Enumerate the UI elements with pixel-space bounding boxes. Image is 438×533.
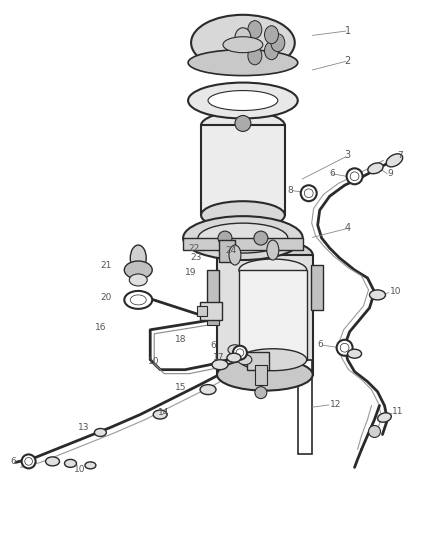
Ellipse shape	[233, 346, 247, 360]
Ellipse shape	[46, 457, 60, 466]
Ellipse shape	[21, 455, 35, 469]
Text: 3: 3	[345, 150, 351, 160]
Text: 18: 18	[175, 335, 187, 344]
Bar	[217, 255, 313, 375]
Ellipse shape	[267, 240, 279, 260]
Text: 11: 11	[392, 407, 404, 416]
Text: 2: 2	[345, 55, 351, 66]
Ellipse shape	[64, 459, 77, 467]
Ellipse shape	[265, 26, 279, 44]
Ellipse shape	[130, 245, 146, 271]
Ellipse shape	[25, 457, 32, 465]
Ellipse shape	[217, 239, 313, 271]
Ellipse shape	[218, 231, 232, 245]
Ellipse shape	[95, 429, 106, 437]
Bar	[298, 360, 312, 455]
Bar	[311, 265, 323, 310]
Ellipse shape	[153, 410, 167, 419]
Bar	[201, 125, 285, 215]
Ellipse shape	[350, 172, 359, 181]
Ellipse shape	[370, 290, 385, 300]
Text: 20: 20	[100, 293, 112, 302]
Ellipse shape	[201, 201, 285, 229]
Bar	[239, 270, 307, 360]
Ellipse shape	[191, 15, 295, 71]
Ellipse shape	[129, 274, 147, 286]
Ellipse shape	[217, 359, 313, 391]
Ellipse shape	[183, 216, 303, 260]
Text: 6: 6	[11, 457, 16, 466]
Ellipse shape	[188, 50, 298, 76]
Ellipse shape	[386, 154, 403, 167]
Text: 17: 17	[213, 353, 225, 362]
Text: 10: 10	[74, 465, 85, 474]
Bar	[255, 365, 267, 385]
Text: 10: 10	[389, 287, 401, 296]
Ellipse shape	[235, 116, 251, 132]
Text: 21: 21	[100, 261, 112, 270]
Ellipse shape	[248, 47, 262, 65]
Ellipse shape	[235, 28, 251, 47]
Ellipse shape	[228, 345, 242, 355]
Ellipse shape	[368, 163, 383, 174]
Ellipse shape	[198, 223, 288, 253]
Ellipse shape	[229, 245, 241, 265]
Ellipse shape	[238, 355, 252, 365]
Ellipse shape	[236, 349, 244, 357]
Text: 14: 14	[158, 408, 170, 417]
Ellipse shape	[200, 385, 216, 394]
Text: 23: 23	[190, 253, 201, 262]
Bar	[197, 306, 207, 316]
Text: 22: 22	[188, 244, 199, 253]
Ellipse shape	[265, 42, 279, 60]
Ellipse shape	[346, 168, 363, 184]
Ellipse shape	[348, 349, 361, 358]
Bar	[207, 270, 219, 320]
Ellipse shape	[271, 34, 285, 52]
Ellipse shape	[239, 349, 307, 370]
Text: 15: 15	[175, 383, 187, 392]
Text: 8: 8	[288, 185, 293, 195]
Ellipse shape	[301, 185, 317, 201]
Ellipse shape	[85, 462, 96, 469]
Ellipse shape	[368, 425, 381, 438]
Ellipse shape	[188, 83, 298, 118]
Text: 13: 13	[78, 423, 90, 432]
Ellipse shape	[248, 21, 262, 38]
Bar	[207, 313, 219, 325]
Ellipse shape	[378, 413, 391, 422]
Bar	[200, 302, 222, 320]
Ellipse shape	[255, 386, 267, 399]
Text: 6: 6	[318, 340, 323, 349]
Ellipse shape	[208, 91, 278, 110]
Ellipse shape	[304, 189, 313, 198]
Ellipse shape	[124, 291, 152, 309]
Ellipse shape	[212, 360, 228, 370]
Text: 10: 10	[148, 357, 160, 366]
Bar	[247, 352, 269, 370]
Text: 4: 4	[345, 223, 351, 233]
Text: 12: 12	[330, 400, 341, 409]
Text: 9: 9	[388, 169, 393, 178]
Text: 7: 7	[397, 151, 403, 160]
Bar	[219, 240, 235, 262]
Ellipse shape	[124, 261, 152, 279]
Bar	[183, 238, 303, 250]
Ellipse shape	[223, 37, 263, 53]
Ellipse shape	[130, 295, 146, 305]
Ellipse shape	[201, 111, 285, 140]
Text: 19: 19	[185, 269, 197, 278]
Text: 6: 6	[210, 341, 216, 350]
Ellipse shape	[254, 231, 268, 245]
Ellipse shape	[337, 340, 353, 356]
Text: 6: 6	[330, 169, 336, 178]
Text: 24: 24	[225, 246, 236, 255]
Text: 1: 1	[345, 26, 351, 36]
Ellipse shape	[340, 343, 349, 352]
Text: 16: 16	[95, 324, 107, 332]
Ellipse shape	[227, 353, 241, 362]
Ellipse shape	[239, 259, 307, 281]
